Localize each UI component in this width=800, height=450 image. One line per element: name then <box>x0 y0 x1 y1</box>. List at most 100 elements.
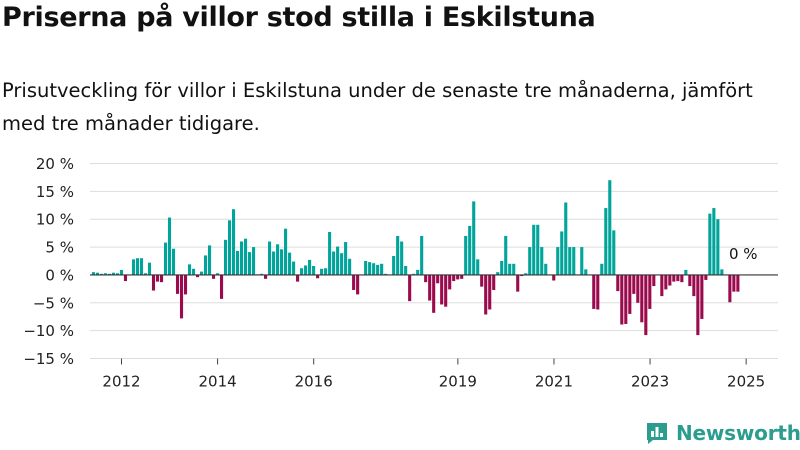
bar <box>268 241 272 275</box>
bar <box>195 274 200 278</box>
bar <box>600 263 604 275</box>
bar <box>448 274 452 290</box>
bar <box>528 247 532 275</box>
bar <box>604 208 608 275</box>
bar <box>692 274 696 297</box>
bar <box>236 250 240 275</box>
bar <box>408 274 412 302</box>
bar <box>644 274 648 336</box>
bar <box>648 274 652 309</box>
bar <box>232 209 236 275</box>
bar <box>276 244 280 275</box>
bar <box>496 272 500 275</box>
bar <box>191 268 196 275</box>
bar <box>352 274 356 290</box>
bar <box>115 273 120 275</box>
x-tick-label: 2014 <box>199 373 237 391</box>
bar <box>540 247 544 275</box>
bar <box>732 274 736 292</box>
bar <box>476 259 480 275</box>
bar <box>147 262 152 275</box>
bar <box>424 274 428 283</box>
bar <box>203 255 208 275</box>
bar <box>91 272 96 275</box>
bar <box>155 274 160 282</box>
bar <box>396 235 400 275</box>
bar <box>720 269 724 275</box>
bar <box>688 274 692 287</box>
bar <box>171 248 176 275</box>
bar <box>304 265 308 275</box>
y-tick-label: 5 % <box>45 239 74 257</box>
bar <box>135 258 140 275</box>
bar <box>344 242 348 275</box>
bar <box>504 235 508 275</box>
bar <box>584 269 588 275</box>
bar <box>228 220 232 275</box>
bar <box>728 274 732 303</box>
y-tick-label: 0 % <box>45 266 74 284</box>
bar <box>456 274 460 280</box>
bar <box>264 274 268 279</box>
bar <box>472 201 476 275</box>
bar <box>175 274 180 294</box>
bar <box>316 274 320 279</box>
bar <box>312 266 316 275</box>
bar <box>183 274 188 295</box>
bar <box>199 271 204 275</box>
bar <box>288 252 292 275</box>
bar <box>364 261 368 275</box>
bar <box>676 274 680 282</box>
bar <box>248 252 252 275</box>
bar <box>372 263 376 275</box>
bar <box>544 263 548 275</box>
bar <box>244 238 248 275</box>
bar <box>640 274 644 323</box>
bar <box>252 247 256 275</box>
y-tick-label: 10 % <box>36 211 74 229</box>
bar <box>572 247 576 275</box>
bar <box>119 269 124 275</box>
bar <box>123 274 128 282</box>
bar <box>163 242 168 275</box>
bar <box>612 230 616 275</box>
bar <box>320 268 324 275</box>
bar <box>652 274 656 287</box>
bar <box>464 235 468 275</box>
bar <box>300 268 304 275</box>
bar <box>292 261 296 275</box>
bar <box>672 274 676 282</box>
bar <box>332 251 336 275</box>
bar <box>280 249 284 275</box>
bar <box>111 272 116 275</box>
bar <box>624 274 628 324</box>
bar <box>215 273 220 275</box>
bar <box>660 274 664 297</box>
bar <box>516 274 520 292</box>
x-tick-label: 2023 <box>631 373 669 391</box>
bar <box>187 264 192 275</box>
bar <box>348 258 352 275</box>
bar <box>452 274 456 282</box>
bar <box>596 274 600 310</box>
bar-chart: −15 %−10 %−5 %0 %5 %10 %15 %20 % 2012 201… <box>23 155 778 391</box>
bar <box>440 274 444 305</box>
bar <box>143 273 148 275</box>
bar <box>444 274 448 307</box>
y-tick-label: −15 % <box>23 350 74 368</box>
bar <box>380 263 384 275</box>
bar <box>131 259 136 275</box>
bar <box>668 274 672 286</box>
bar <box>308 259 312 275</box>
y-tick-label: 15 % <box>36 183 74 201</box>
bar <box>103 273 108 275</box>
last-value-label: 0 % <box>729 245 758 263</box>
bar <box>700 274 704 319</box>
bar <box>428 274 432 301</box>
bar <box>179 274 184 319</box>
bar <box>468 225 472 275</box>
bar <box>340 253 344 275</box>
bar <box>211 274 216 279</box>
y-tick-label: −5 % <box>33 294 74 312</box>
x-tick-label: 2012 <box>102 373 140 391</box>
